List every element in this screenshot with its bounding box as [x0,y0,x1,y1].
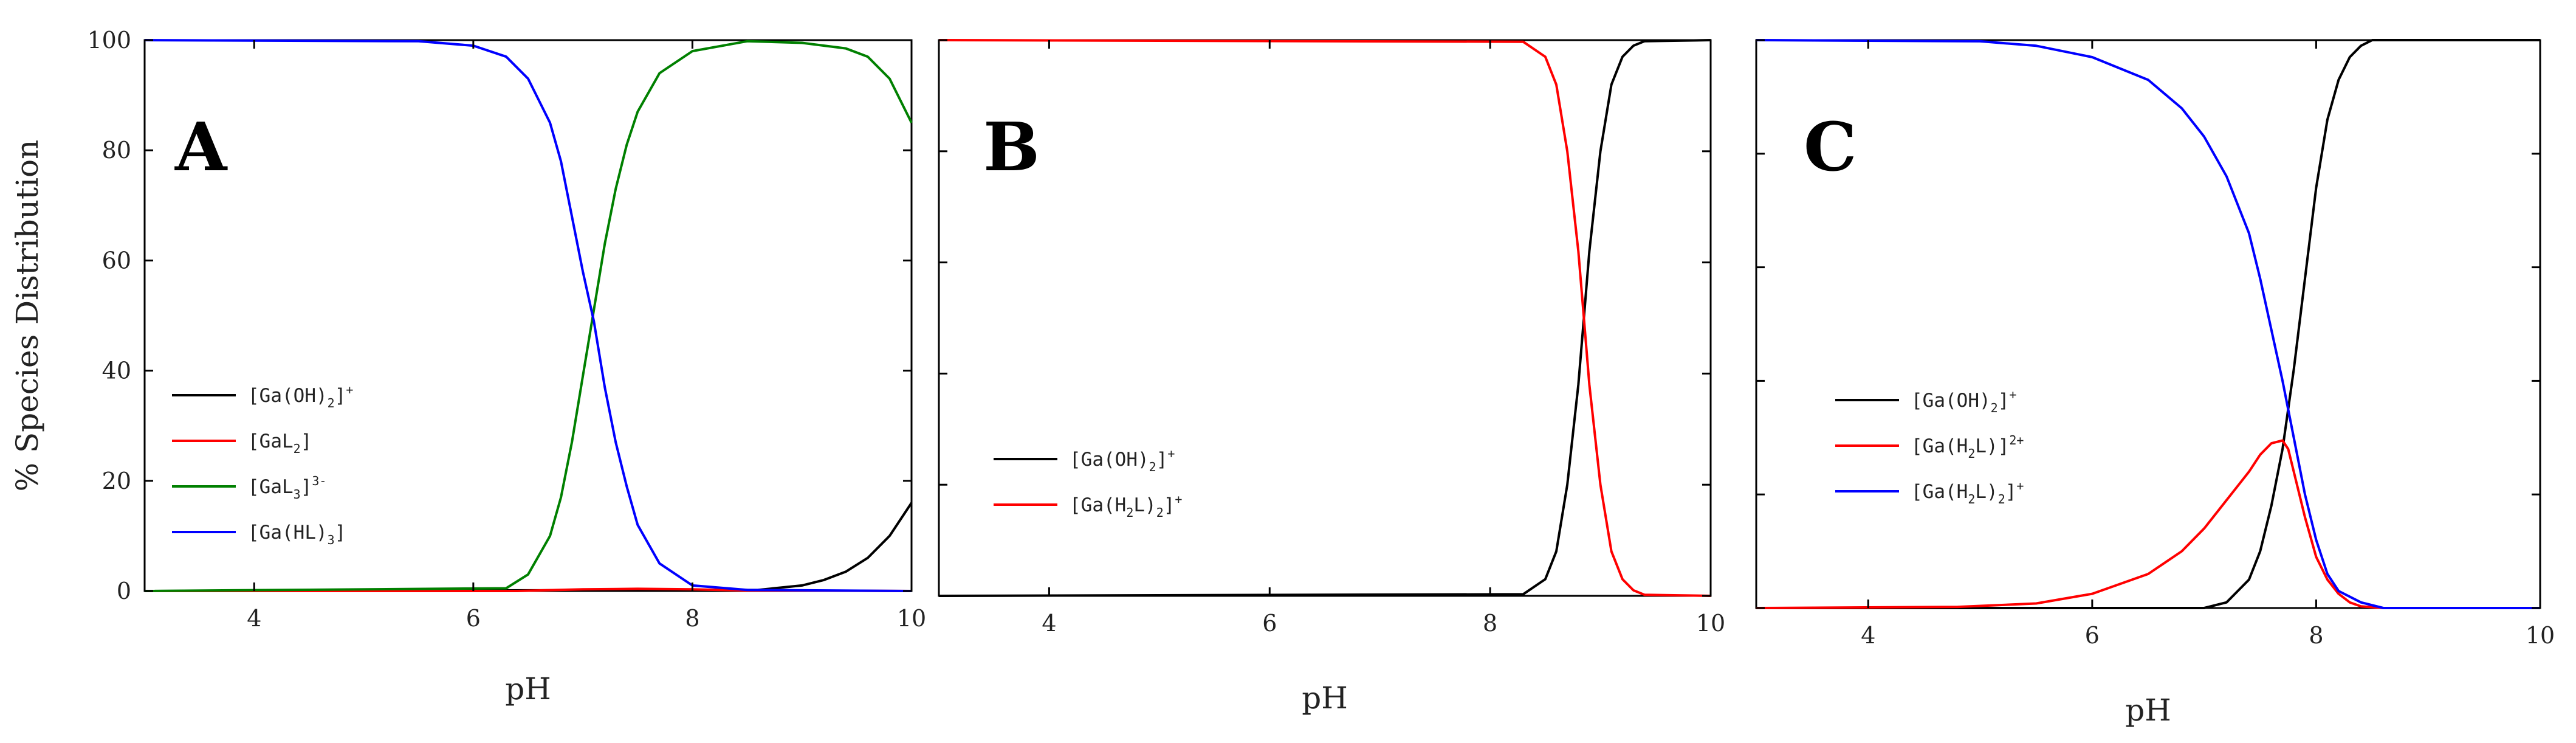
series-line-2 [1756,439,2540,609]
y-tick-label: 60 [102,247,131,274]
x-axis-title: pH [505,671,551,707]
series-line-3 [144,40,913,592]
series-line-1 [144,502,913,592]
series-line-4 [144,39,912,592]
legend-label: [GaL2] [248,430,312,456]
legend-label: [Ga(OH)2]+ [248,382,353,410]
legend: [Ga(OH)2]+ [Ga(H2L)]2+ [Ga(H2L)2]+ [1835,387,2024,506]
x-tick-label: 10 [2526,622,2555,649]
y-tick-label: 40 [102,358,131,384]
x-tick-label: 8 [1483,610,1497,637]
x-axis-title: pH [2125,693,2171,728]
panel-label: A [174,108,228,186]
x-tick-label: 6 [2085,622,2100,649]
plot-frame [143,39,913,592]
legend-label: [Ga(HL)3] [248,522,346,547]
legend-label: [Ga(OH)2]+ [1070,446,1175,474]
legend-label: [GaL3]3- [248,474,326,502]
series-line-3 [1756,39,2540,609]
legend: [Ga(OH)2]+ [Ga(H2L)2]+ [994,446,1182,520]
panel-label: C [1804,108,1857,186]
series-line-2 [938,39,1711,597]
y-tick-label: 100 [87,27,131,54]
x-tick-label: 6 [466,605,481,632]
plot-frame [938,39,1712,597]
plot-frame [1755,39,2541,609]
y-axis-title: % Species Distribution [10,140,45,492]
x-tick-label: 4 [1861,622,1875,649]
series-line-1 [938,39,1711,597]
series-line-1 [1756,39,2540,609]
panel-b: 4 6 8 10 pH B [Ga(OH)2]+ [Ga(H2L)2]+ [938,39,1725,716]
legend-label: [Ga(H2L)2]+ [1070,492,1182,520]
y-tick-label: 20 [102,468,131,494]
y-tick-label: 80 [102,137,131,164]
x-tick-label: 8 [2309,622,2323,649]
x-axis-title: pH [1302,680,1348,716]
panel-label: B [983,108,1040,186]
legend-label: [Ga(H2L)]2+ [1911,433,2024,461]
x-tick-label: 8 [685,605,699,632]
legend: [Ga(OH)2]+ [GaL2] [GaL3]3- [Ga(HL)3] [172,382,353,547]
x-tick-label: 4 [247,605,261,632]
panel-c: 4 6 8 10 pH C [Ga(OH)2]+ [Ga(H2L)]2+ [Ga(H2L)2]+ [1755,39,2555,728]
y-tick-label: 0 [117,578,131,604]
x-tick-label: 4 [1042,610,1056,637]
x-tick-label: 6 [1262,610,1277,637]
legend-label: [Ga(H2L)2]+ [1911,479,2024,506]
legend-label: [Ga(OH)2]+ [1911,387,2016,415]
x-tick-label: 10 [1696,610,1725,637]
x-tick-label: 10 [897,605,926,632]
